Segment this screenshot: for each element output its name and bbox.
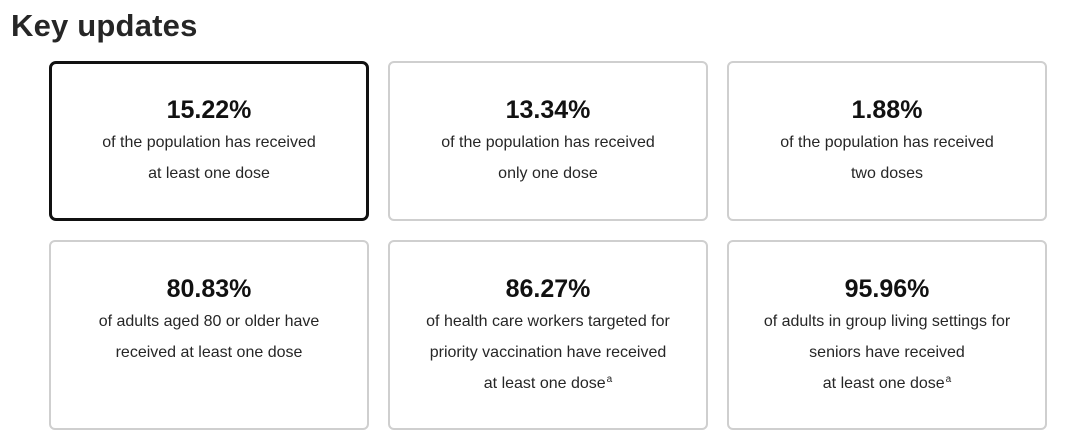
stat-card-only-one-dose[interactable]: 13.34% of the population has received on… [388,61,708,221]
stat-description-line: of the population has received [780,134,994,151]
stat-description-text: at least one dose [483,375,606,392]
stat-description-line: of adults aged 80 or older have [98,313,320,330]
stat-description: of adults aged 80 or older have received… [51,306,367,368]
stat-card-group-living-seniors[interactable]: 95.96% of adults in group living setting… [727,240,1047,430]
stat-description-line: two doses [850,165,924,182]
stat-description-line: of the population has received [441,134,655,151]
stat-description-line: at least one dosea [390,368,706,399]
footnote-marker: a [945,374,952,385]
stat-description-line: priority vaccination have received [429,344,667,361]
stat-description-line: of the population has received [102,134,316,151]
stat-value: 15.22% [166,96,252,124]
footnote-marker: a [606,374,613,385]
stat-description-line: received at least one dose [115,344,303,361]
stat-card-at-least-one-dose[interactable]: 15.22% of the population has received at… [49,61,369,221]
stat-value: 13.34% [505,96,591,124]
stat-description-line: at least one dose [148,165,270,182]
stat-description: of the population has received at least … [52,127,366,189]
stat-description-line: of adults in group living settings for [763,313,1011,330]
stat-value: 80.83% [166,275,252,303]
stat-value: 1.88% [851,96,923,124]
page-title: Key updates [11,8,198,43]
stat-card-adults-80-plus[interactable]: 80.83% of adults aged 80 or older have r… [49,240,369,430]
stat-card-health-care-workers[interactable]: 86.27% of health care workers targeted f… [388,240,708,430]
stat-value: 95.96% [844,275,930,303]
stat-description-line: of health care workers targeted for [426,313,670,330]
stat-description: of the population has received only one … [390,127,706,189]
key-updates-cards: 15.22% of the population has received at… [49,61,1047,430]
stat-description-line: seniors have received [809,344,965,361]
stat-description-text: at least one dose [822,375,945,392]
stat-description: of adults in group living settings for s… [729,306,1045,399]
stat-description-line: only one dose [498,165,598,182]
stat-description: of health care workers targeted for prio… [390,306,706,399]
stat-description-line: at least one dosea [729,368,1045,399]
stat-description: of the population has received two doses [729,127,1045,189]
stat-card-two-doses[interactable]: 1.88% of the population has received two… [727,61,1047,221]
stat-value: 86.27% [505,275,591,303]
